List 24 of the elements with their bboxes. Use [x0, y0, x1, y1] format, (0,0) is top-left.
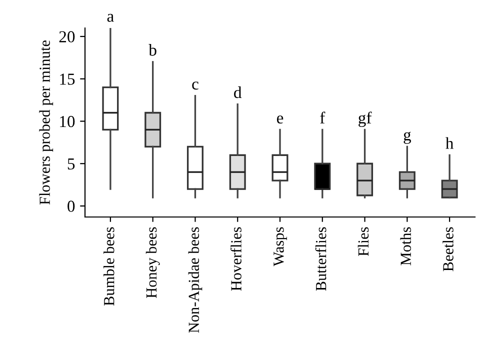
x-tick-label: Non-Apidae bees: [188, 227, 202, 333]
x-tick-label: Bumble bees: [104, 227, 114, 306]
y-tick-label: 5: [68, 158, 75, 170]
annotation: gf: [358, 112, 372, 127]
annotation: h: [446, 137, 454, 149]
x-tick-label: Beetles: [442, 227, 454, 272]
x-tick-label: Hoverflies: [230, 227, 242, 291]
annotation: b: [148, 44, 156, 56]
annotation: f: [320, 112, 326, 124]
x-tick-label: Butterflies: [315, 227, 326, 291]
x-tick-label: Flies: [358, 227, 369, 256]
annotation: a: [107, 14, 114, 22]
y-tick-label: 20: [59, 31, 75, 42]
annotation: c: [192, 82, 198, 90]
y-tick-label: 15: [60, 74, 75, 85]
x-tick-label: Moths: [400, 227, 411, 266]
y-axis-title: Flowers probed per minute: [39, 40, 54, 205]
y-tick-label: 10: [60, 116, 75, 128]
x-tick-label: Wasps: [274, 227, 287, 266]
annotation: g: [404, 132, 412, 144]
annotation: d: [234, 86, 242, 98]
y-tick-label: 0: [68, 200, 75, 212]
annotation: e: [276, 116, 284, 124]
x-tick-label: Honey bees: [146, 227, 160, 298]
